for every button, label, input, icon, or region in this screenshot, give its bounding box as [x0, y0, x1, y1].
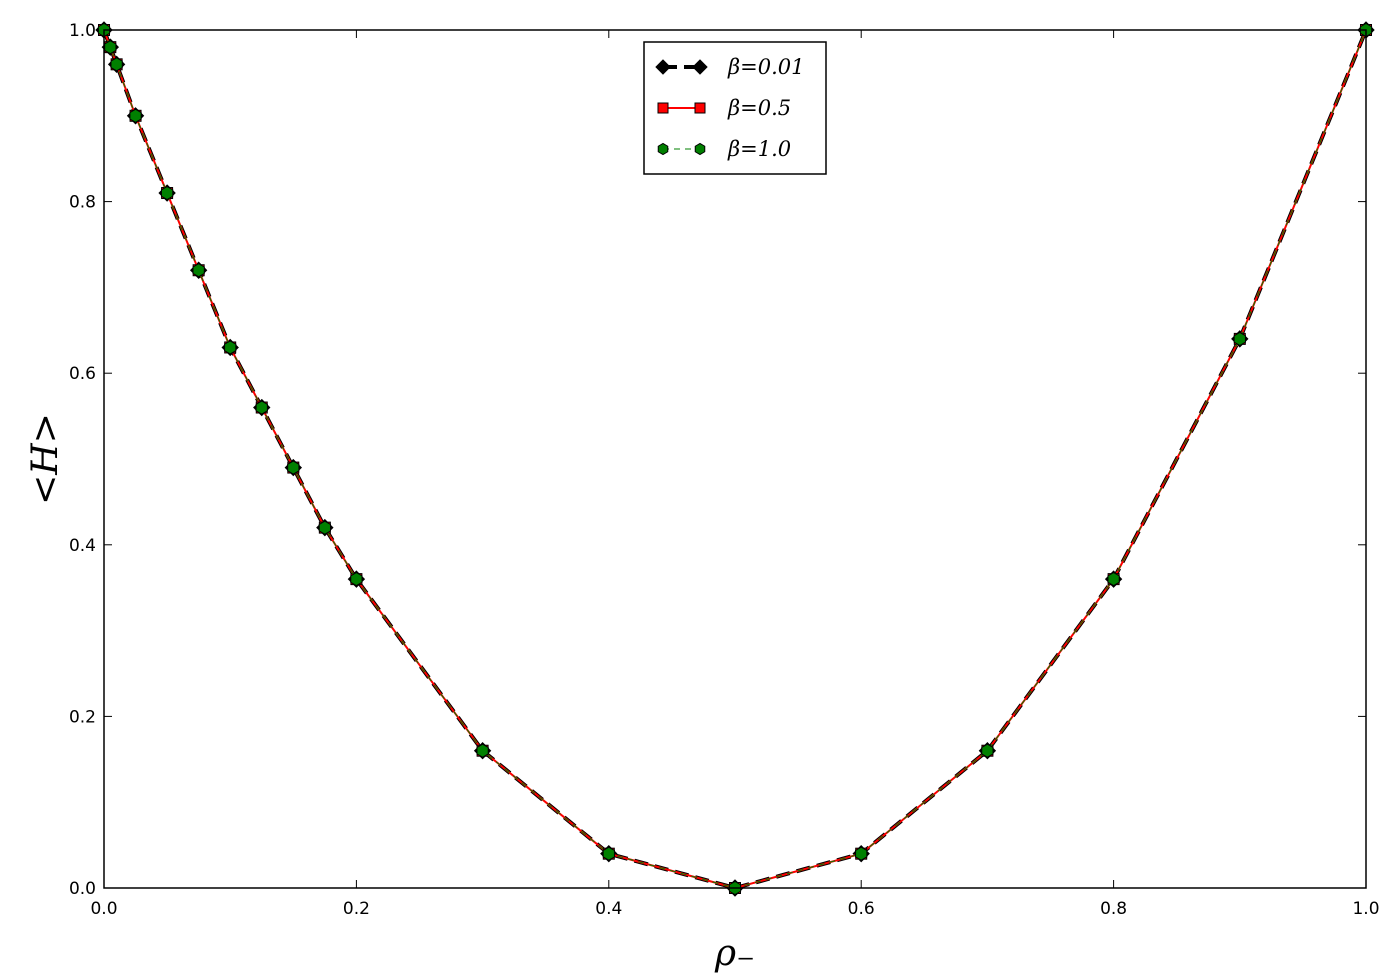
legend-marker: [692, 59, 708, 75]
legend-label: β=0.5: [727, 96, 791, 120]
x-tick-label: 1.0: [1352, 899, 1379, 919]
legend-marker: [657, 102, 669, 114]
legend-marker: [694, 102, 706, 114]
x-tick-label: 0.4: [595, 899, 622, 919]
data-point: [476, 743, 489, 758]
data-point: [160, 185, 174, 201]
legend-label: β=1.0: [727, 137, 791, 161]
x-tick-label: 0.2: [343, 899, 370, 919]
axis-ticks: 0.0 0.2 0.4 0.6 0.8 1.0 0.0 0.2 0.4 0.6 0.8 1.0: [69, 21, 1380, 919]
y-axis-label: <H>: [25, 413, 66, 505]
data-point: [104, 40, 117, 55]
y-tick-label: 0.2: [69, 707, 96, 727]
data-point: [287, 460, 300, 475]
legend-marker: [657, 142, 669, 156]
x-tick-label: 0.6: [848, 899, 875, 919]
data-point: [318, 520, 331, 535]
data-point: [981, 743, 994, 758]
data-point: [1233, 331, 1246, 346]
x-tick-label: 0.8: [1100, 899, 1127, 919]
legend: β=0.01 β=0.5 β=1.0: [643, 41, 827, 175]
y-tick-label: 0.8: [69, 193, 96, 213]
data-point: [255, 400, 268, 415]
data-point: [224, 340, 237, 355]
data-point: [350, 572, 363, 587]
y-tick-label: 0.0: [69, 879, 96, 899]
y-tick-label: 1.0: [69, 21, 96, 41]
plot-area: [95, 21, 1375, 897]
data-point: [855, 846, 868, 861]
x-axis-label: ρ₋: [714, 933, 755, 974]
data-point: [602, 846, 615, 861]
data-point: [110, 57, 123, 72]
y-tick-label: 0.4: [69, 536, 96, 556]
x-tick-label: 0.0: [90, 899, 117, 919]
data-point: [1107, 572, 1120, 587]
data-point: [192, 263, 205, 278]
legend-label: β=0.01: [727, 55, 805, 79]
legend-marker: [694, 142, 706, 156]
legend-marker: [655, 59, 671, 75]
plot-frame: [103, 29, 1367, 889]
y-tick-label: 0.6: [69, 364, 96, 384]
data-point: [129, 108, 142, 123]
